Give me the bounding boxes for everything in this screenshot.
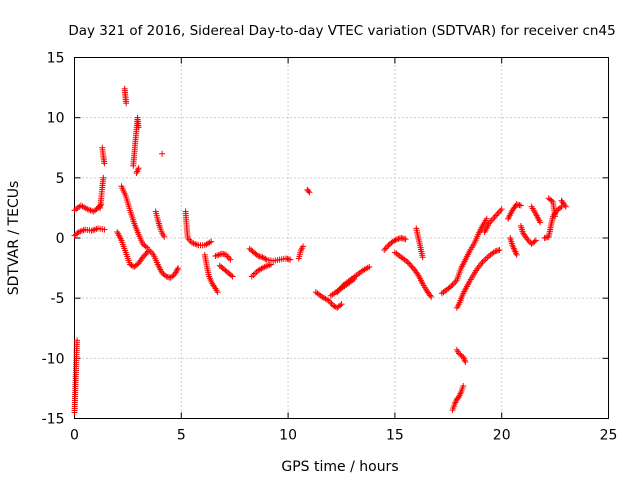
chart-title: Day 321 of 2016, Sidereal Day-to-day VTE… — [68, 23, 615, 39]
data-point — [338, 301, 345, 308]
data-point — [214, 289, 221, 296]
data-point — [135, 165, 142, 172]
data-point — [402, 236, 409, 243]
data-point — [227, 256, 234, 263]
data-point — [175, 265, 182, 272]
x-tick-label: 15 — [386, 428, 404, 444]
data-point — [287, 256, 294, 263]
data-point — [419, 254, 426, 261]
data-point — [448, 283, 455, 290]
y-tick-label: 5 — [56, 171, 65, 187]
data-point — [552, 213, 559, 220]
data-point — [496, 247, 503, 254]
data-point — [208, 238, 215, 245]
data-point — [351, 275, 358, 282]
data-point — [428, 293, 435, 300]
y-tick-label: 0 — [56, 231, 65, 247]
y-axis-label: SDTVAR / TECUs — [6, 181, 22, 296]
x-tick-label: 20 — [493, 428, 511, 444]
data-point — [405, 260, 412, 267]
data-point — [100, 174, 107, 181]
data-point — [337, 302, 344, 309]
data-point — [513, 251, 520, 258]
data-point — [101, 226, 108, 233]
grid — [74, 57, 609, 419]
data-point — [366, 263, 373, 270]
data-point — [74, 337, 81, 344]
data-point — [460, 383, 467, 390]
data-point — [537, 219, 544, 226]
data-point — [135, 124, 142, 131]
data-point — [101, 160, 108, 167]
data-point — [139, 254, 146, 261]
data-point — [268, 261, 275, 268]
x-tick-label: 10 — [279, 428, 297, 444]
data-point — [531, 238, 538, 245]
x-axis-label: GPS time / hours — [281, 459, 398, 475]
data-point — [262, 255, 269, 262]
data-point — [407, 261, 414, 268]
data-point — [229, 273, 236, 280]
data-point — [562, 203, 569, 210]
data-point — [161, 233, 168, 240]
data-point — [74, 230, 81, 237]
data-point — [142, 251, 149, 258]
data-point — [548, 197, 555, 204]
data-point — [392, 237, 399, 244]
data-point — [142, 243, 149, 250]
y-tick-label: -5 — [51, 291, 65, 307]
data-point — [483, 215, 490, 222]
y-tick-label: 15 — [47, 51, 65, 67]
y-tick-label: -10 — [42, 351, 65, 367]
data-point — [532, 237, 539, 244]
data-point — [408, 263, 415, 270]
data-point — [305, 188, 312, 195]
data-point — [404, 259, 411, 266]
data-point — [498, 206, 505, 213]
data-point — [141, 252, 148, 259]
y-tick-label: -15 — [42, 412, 65, 428]
data-point — [517, 202, 524, 209]
data-point — [462, 358, 469, 365]
data-points — [71, 85, 569, 416]
x-tick-label: 25 — [600, 428, 618, 444]
x-tick-label: 0 — [70, 428, 79, 444]
data-point — [228, 272, 235, 279]
data-point — [159, 150, 166, 157]
data-point — [143, 249, 150, 256]
x-tick-label: 5 — [177, 428, 186, 444]
y-tick-label: 10 — [47, 111, 65, 127]
data-point — [123, 100, 130, 107]
data-point — [306, 189, 313, 196]
data-point — [300, 243, 307, 250]
data-point — [557, 204, 564, 211]
axis-ticks: 0 5 10 15 20 25 -15 -10 -5 0 5 10 15 — [42, 51, 618, 444]
